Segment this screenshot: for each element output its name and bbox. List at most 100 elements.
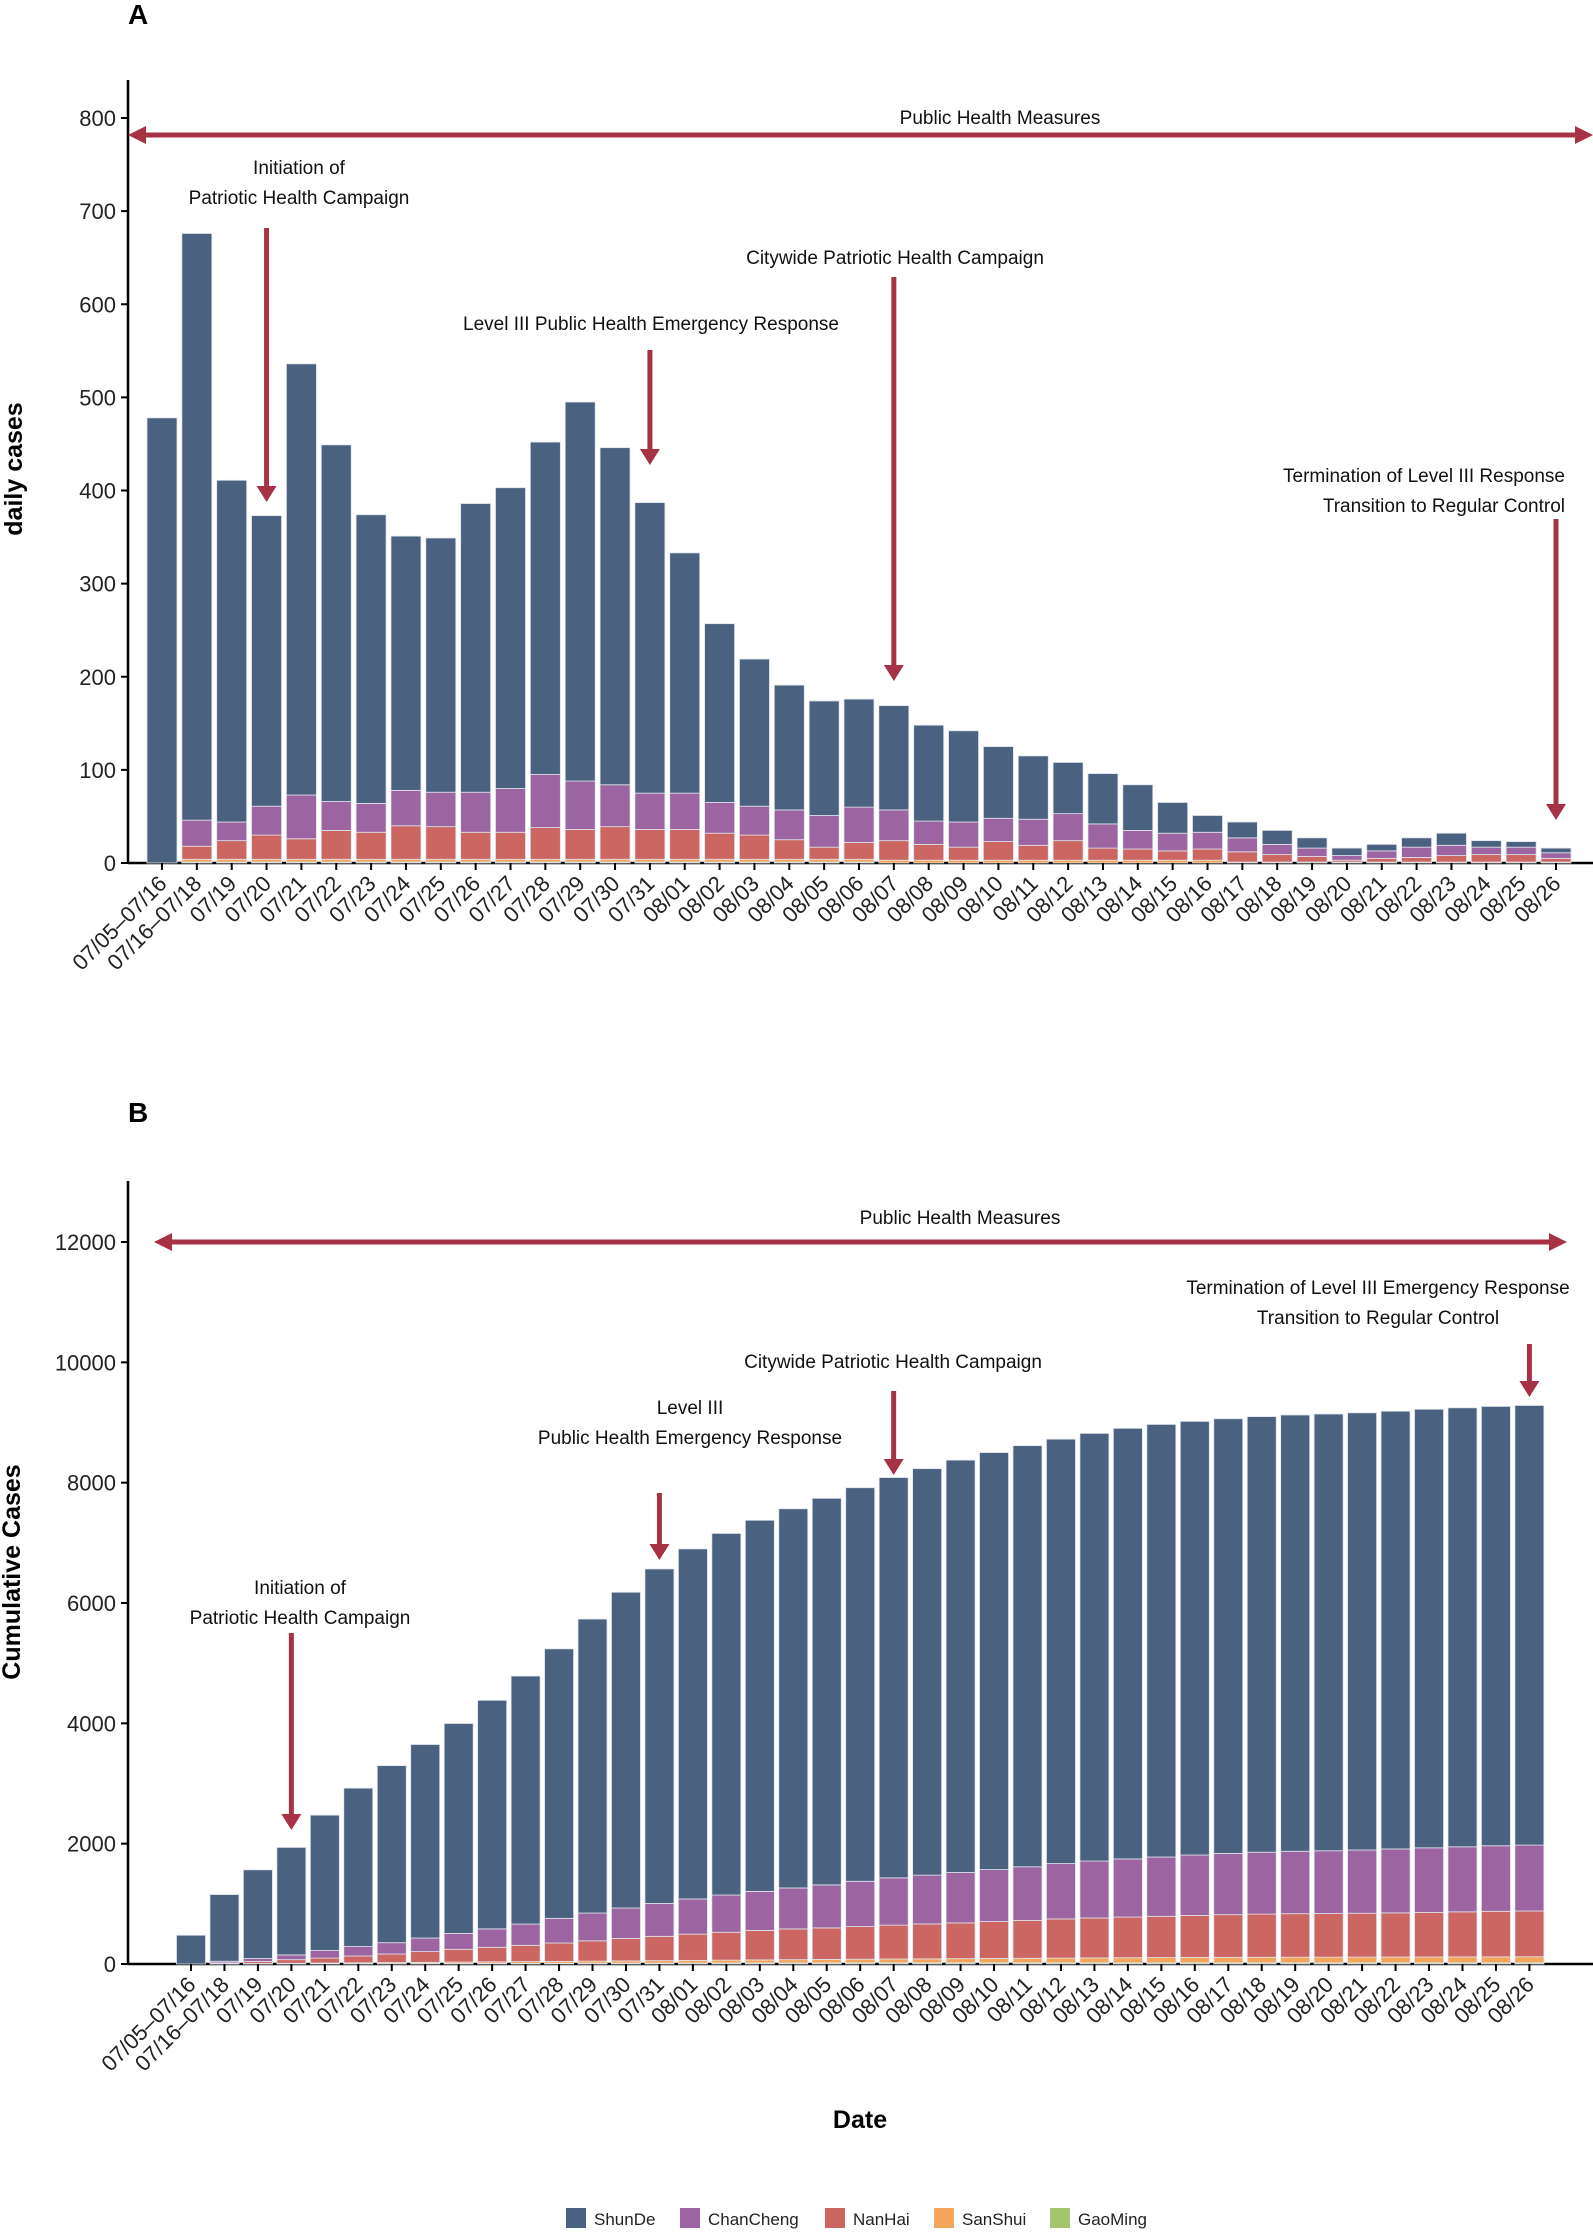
bar-nanhai: [410, 1951, 441, 1963]
bar-sanshui: [425, 858, 457, 863]
bar-sanshui: [1046, 1957, 1076, 1964]
chart-a: 010020030040050060070080007/05–07/1607/1…: [67, 80, 1593, 975]
bar-shunde: [1146, 1424, 1177, 1858]
bar-nanhai: [1213, 1914, 1244, 1958]
bar-shunde: [644, 1568, 675, 1904]
bar-sanshui: [778, 1959, 809, 1964]
bar-nanhai: [1122, 848, 1154, 861]
bar-nanhai: [878, 840, 910, 861]
bar-sanshui: [1012, 1957, 1043, 1964]
bar-nanhai: [1296, 856, 1328, 863]
bar-chancheng: [878, 1877, 909, 1926]
bar-shunde: [1017, 755, 1049, 820]
bar-chancheng: [477, 1928, 508, 1948]
bar-chancheng: [1213, 1853, 1244, 1916]
bar-chancheng: [878, 809, 910, 842]
bar-shunde: [773, 684, 805, 811]
bar-chancheng: [1470, 846, 1502, 856]
y-tick-label: 100: [79, 758, 116, 783]
bar-nanhai: [529, 827, 561, 860]
bar-sanshui: [564, 858, 596, 863]
bar-chancheng: [1052, 813, 1084, 842]
bar-shunde: [1079, 1432, 1110, 1862]
bar-shunde: [808, 700, 840, 816]
bar-nanhai: [425, 826, 457, 860]
bar-nanhai: [1447, 1911, 1478, 1958]
bar-nanhai: [843, 842, 875, 860]
bar-chancheng: [611, 1907, 641, 1939]
bar-chancheng: [1079, 1860, 1110, 1919]
bar-shunde: [1179, 1420, 1210, 1856]
bar-nanhai: [544, 1942, 574, 1962]
bar-chancheng: [843, 806, 875, 843]
y-tick-label: 4000: [67, 1711, 116, 1736]
legend-item-nanhai: NanHai: [825, 2208, 910, 2229]
bar-nanhai: [577, 1940, 608, 1962]
bar-nanhai: [276, 1959, 307, 1964]
bar-chancheng: [251, 805, 282, 836]
bar-shunde: [1112, 1427, 1143, 1860]
bar-nanhai: [1401, 857, 1432, 863]
annotation-text: Level III Public Health Emergency Respon…: [463, 314, 839, 335]
bar-chancheng: [544, 1917, 574, 1944]
bar-nanhai: [1246, 1913, 1277, 1958]
bar-chancheng: [669, 792, 701, 830]
bar-nanhai: [808, 846, 840, 860]
bar-nanhai: [599, 826, 631, 860]
annotation-arrowhead: [649, 1544, 670, 1560]
bar-chancheng: [1313, 1850, 1344, 1914]
bar-chancheng: [979, 1869, 1009, 1922]
bar-shunde: [1347, 1412, 1377, 1851]
chart-b: 02000400060008000100001200007/05–07/1607…: [55, 1181, 1593, 2076]
bar-nanhai: [1514, 1910, 1545, 1958]
bar-sanshui: [1414, 1956, 1444, 1964]
legend-label: ShunDe: [594, 2210, 655, 2229]
bar-chancheng: [599, 784, 631, 828]
bar-chancheng: [1331, 855, 1363, 861]
bar-shunde: [1366, 843, 1398, 852]
arrowhead-left: [128, 126, 146, 144]
bar-shunde: [309, 1814, 340, 1951]
annotation-text: Citywide Patriotic Health Campaign: [746, 248, 1044, 269]
bar-nanhai: [634, 829, 666, 860]
legend-swatch: [680, 2208, 700, 2228]
bar-sanshui: [1447, 1956, 1478, 1964]
bar-sanshui: [845, 1958, 876, 1964]
annotation-arrowhead: [639, 449, 660, 465]
bar-shunde: [1401, 837, 1432, 848]
bar-shunde: [634, 502, 666, 794]
bar-shunde: [460, 503, 492, 793]
bar-shunde: [912, 1468, 943, 1876]
bar-nanhai: [744, 1930, 775, 1961]
bar-chancheng: [1514, 1844, 1545, 1912]
y-axis-title-b: Cumulative Cases: [0, 1464, 26, 1679]
y-tick-label: 800: [79, 106, 116, 131]
bar-shunde: [1046, 1438, 1076, 1864]
bar-sanshui: [1246, 1956, 1277, 1964]
bar-sanshui: [1017, 859, 1049, 864]
bar-chancheng: [1087, 823, 1119, 849]
annotation-text: Transition to Regular Control: [1257, 1308, 1499, 1329]
annotation-init: Initiation of Patriotic Health Campaign: [189, 158, 409, 502]
bar-shunde: [1505, 841, 1537, 848]
bar-shunde: [678, 1548, 708, 1900]
bar-shunde: [1052, 762, 1084, 815]
bar-sanshui: [983, 859, 1014, 864]
bar-chancheng: [1246, 1851, 1277, 1915]
bar-shunde: [1540, 847, 1572, 854]
bar-shunde: [704, 623, 735, 803]
bar-shunde: [948, 730, 979, 823]
bar-chancheng: [644, 1903, 675, 1937]
bar-nanhai: [778, 1928, 809, 1961]
bar-sanshui: [1514, 1956, 1545, 1964]
annotation-city: Citywide Patriotic Health Campaign: [746, 248, 1044, 681]
bar-nanhai: [678, 1933, 708, 1961]
bar-chancheng: [739, 805, 770, 836]
bar-shunde: [320, 444, 352, 802]
y-tick-label: 2000: [67, 1832, 116, 1857]
bar-sanshui: [979, 1958, 1009, 1964]
bar-chancheng: [1380, 1848, 1411, 1914]
bar-chancheng: [1540, 852, 1572, 859]
bar-nanhai: [355, 831, 387, 860]
